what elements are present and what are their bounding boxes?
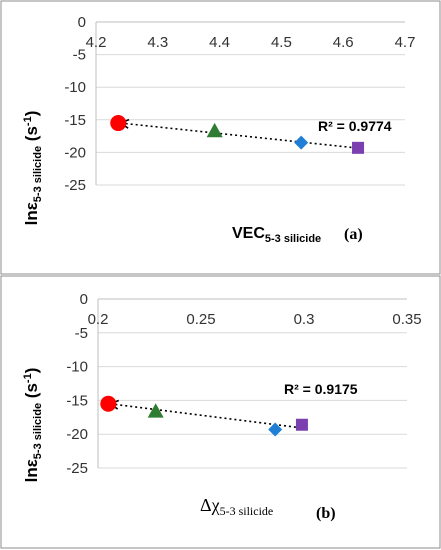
chart-a-y-tick-label: -15 bbox=[64, 112, 86, 129]
chart-b-ylabel: lnε5-3 silicide (s-1) bbox=[22, 368, 44, 483]
chart-a-ylabel-epsilon: ε bbox=[22, 202, 41, 210]
chart-a-xlabel: VEC5-3 silicide bbox=[232, 225, 321, 245]
chart-b-point-triangle bbox=[147, 403, 164, 418]
chart-b-svg: 0-5-10-15-20-250.2 0.25 0.3 0.35 lnε5-3 sil… bbox=[0, 275, 441, 549]
chart-a-y-tick-label: 0 bbox=[78, 14, 86, 31]
chart-b-xlabel-main: Δχ bbox=[200, 495, 220, 515]
chart-b-y-tick-label: -25 bbox=[66, 460, 88, 477]
chart-b-y-tick-label: -5 bbox=[75, 325, 88, 342]
chart-a-point-circle bbox=[110, 115, 127, 132]
chart-b-point-circle bbox=[100, 395, 117, 412]
chart-b-trendline bbox=[110, 402, 298, 429]
chart-b-y-tick-label: -15 bbox=[66, 392, 88, 409]
chart-a-x-tick-label: 4.2 bbox=[86, 34, 107, 51]
chart-b-point-diamond bbox=[268, 422, 283, 437]
chart-b-ylabel-epsilon: ε bbox=[22, 459, 41, 467]
chart-a-x-tick-label: 4.7 bbox=[395, 34, 416, 51]
chart-a-ylabel-main: ln bbox=[22, 210, 41, 225]
chart-a-xlabel-main: VEC bbox=[232, 225, 265, 242]
chart-a-y-tick-label: -10 bbox=[64, 79, 86, 96]
chart-b-ylabel-unit-open: (s bbox=[22, 383, 41, 403]
chart-b-ylabel-unit-exp: -1 bbox=[22, 373, 34, 383]
chart-b-y-tick-label: -20 bbox=[66, 426, 88, 443]
chart-b-ylabel-main: ln bbox=[22, 467, 41, 482]
chart-b-xlabel: Δχ5-3 silicide bbox=[200, 495, 273, 518]
chart-b-y-tick-label: 0 bbox=[80, 291, 88, 308]
chart-panel-b: 0 -5 -10 -15 -20 -25 0.2 0.25 0.3 0.35 lnε5-3 sil… bbox=[0, 275, 441, 550]
chart-b-y-tick-label: -10 bbox=[66, 359, 88, 376]
chart-a-ylabel-unit-close: ) bbox=[22, 111, 41, 117]
chart-a-frame bbox=[0, 0, 441, 275]
chart-b-xlabel-sub: 5-3 silicide bbox=[220, 504, 274, 518]
chart-a-x-tick-label: 4.5 bbox=[271, 34, 292, 51]
chart-b-frame bbox=[0, 275, 441, 549]
chart-b-point-square bbox=[295, 418, 308, 431]
chart-b-x-tick-label: 0.3 bbox=[294, 311, 315, 328]
chart-a-trendline bbox=[120, 122, 356, 149]
chart-a-x-tick-label: 4.4 bbox=[209, 34, 230, 51]
chart-a-point-diamond bbox=[294, 135, 309, 150]
chart-b-x-tick-label: 0.25 bbox=[186, 311, 215, 328]
chart-a-x-tick-label: 4.3 bbox=[147, 34, 168, 51]
chart-b-r2-annotation: R² = 0.9175 bbox=[284, 381, 358, 397]
chart-b-ylabel-sub: 5-3 silicide bbox=[32, 403, 44, 459]
chart-b-panel-label: (b) bbox=[316, 505, 336, 522]
chart-b-x-tick-label: 0.2 bbox=[88, 311, 109, 328]
chart-a-xlabel-sub: 5-3 silicide bbox=[265, 233, 321, 245]
chart-a-plot: 0 -5 -10 -15 -20 -25 4.2 4.3 4.4 4.5 4.6 4.7 bbox=[64, 14, 415, 194]
chart-a-point-square bbox=[352, 141, 365, 154]
chart-a-panel-label: (a) bbox=[344, 226, 363, 243]
chart-a-y-tick-label: -5 bbox=[73, 47, 86, 64]
chart-b-plot: 0 -5 -10 -15 -20 -25 0.2 0.25 0.3 0.35 bbox=[66, 291, 421, 477]
chart-a-ylabel-unit-exp: -1 bbox=[22, 116, 34, 126]
chart-a-ylabel: lnε5-3 silicide (s-1) bbox=[22, 111, 44, 226]
chart-a-point-triangle bbox=[206, 122, 223, 138]
chart-a-svg: 0-5-10-15-20-254.2 4.3 4.4 4.5 4.6 4.7 lnε5-3… bbox=[0, 0, 441, 275]
chart-b-ylabel-unit-close: ) bbox=[22, 368, 41, 374]
chart-a-ylabel-unit-open: (s bbox=[22, 126, 41, 146]
chart-a-ylabel-sub: 5-3 silicide bbox=[32, 146, 44, 202]
chart-a-y-tick-label: -25 bbox=[64, 177, 86, 194]
chart-a-x-tick-label: 4.6 bbox=[333, 34, 354, 51]
chart-panel-a: 0 -5 -10 -15 -20 -25 4.2 4.3 4.4 4.5 4.6 4.7 lnε5-3… bbox=[0, 0, 441, 275]
chart-a-y-tick-label: -20 bbox=[64, 144, 86, 161]
chart-a-r2-annotation: R² = 0.9774 bbox=[318, 118, 392, 134]
chart-b-x-tick-label: 0.35 bbox=[392, 311, 421, 328]
